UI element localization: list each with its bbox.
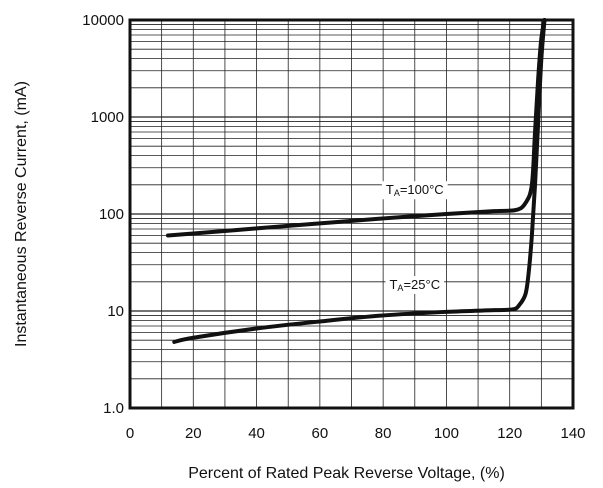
y-tick-label: 100 (99, 206, 124, 223)
tick-labels: 0 20 40 60 80 100 120 140 1.0 10 100 1000 10000 (82, 12, 585, 442)
x-axis-label: Percent of Rated Peak Reverse Voltage, (… (188, 465, 505, 482)
curve-label-background (385, 275, 445, 294)
series-line-1 (172, 18, 547, 344)
curve-label-background (381, 181, 448, 200)
x-tick-label: 60 (312, 425, 329, 442)
x-tick-label: 140 (560, 425, 585, 442)
grid-lines (130, 20, 573, 408)
plot-frame (128, 18, 575, 410)
y-tick-label: 10 (107, 303, 124, 320)
curve-label: TA=100°C (386, 182, 444, 198)
x-tick-label: 0 (126, 425, 134, 442)
y-tick-label: 10000 (82, 12, 124, 29)
curves (165, 18, 547, 344)
x-tick-label: 20 (185, 425, 202, 442)
y-tick-label: 1.0 (103, 400, 124, 417)
curve-labels: TA=100°C TA=25°C (381, 181, 448, 294)
series-line-0 (165, 18, 547, 238)
y-tick-label: 1000 (91, 109, 124, 126)
x-tick-label: 80 (375, 425, 392, 442)
x-tick-label: 120 (497, 425, 522, 442)
y-axis-label: Instantaneous Reverse Current, (mA) (13, 81, 30, 347)
x-tick-label: 40 (248, 425, 265, 442)
x-tick-label: 100 (434, 425, 459, 442)
curve-label: TA=25°C (389, 277, 440, 293)
